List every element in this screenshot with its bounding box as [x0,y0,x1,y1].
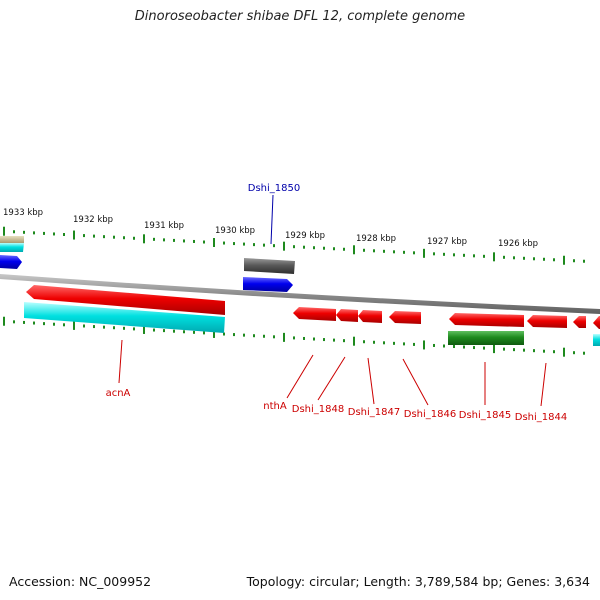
gene-acna-red[interactable] [26,285,225,315]
ruler-labels: 1933 kbp 1932 kbp 1931 kbp 1930 kbp 1929… [3,208,538,249]
gene-feature-blue[interactable] [0,255,22,269]
gene-label-dshi-1846[interactable]: Dshi_1846 [404,409,456,420]
connector-dshi-1844 [540,362,547,407]
ruler-label: 1932 kbp [73,215,113,225]
gene-feature-cyan-edge[interactable] [593,334,600,346]
connector-dshi-1850 [270,194,274,245]
gene-label-dshi-1844[interactable]: Dshi_1844 [515,412,567,423]
ruler-label: 1930 kbp [215,226,255,236]
genome-backbone [0,274,600,314]
ruler-label: 1929 kbp [285,231,325,241]
upper-tick-ruler [3,226,585,265]
gene-label-dshi-1848[interactable]: Dshi_1848 [292,404,344,415]
gene-dshi-1850-blue[interactable] [243,277,293,292]
accession-text: Accession: NC_009952 [9,574,152,589]
lower-tick-ruler [3,316,585,357]
gene-feature-red-edge[interactable] [593,316,600,329]
gene-dshi-1846[interactable] [389,311,421,324]
ruler-label: 1927 kbp [427,237,467,247]
gene-nthA[interactable] [293,307,336,321]
gene-dshi-1848[interactable] [336,309,358,322]
gene-feature-cyan[interactable] [0,243,24,252]
gene-feature-tan[interactable] [0,236,24,243]
connector-dshi-1846 [402,358,429,406]
connector-dshi-1847 [367,357,375,405]
connector-ntha [286,354,314,399]
gene-label-acna[interactable]: acnA [106,388,131,399]
gene-dshi-1845-red[interactable] [449,313,524,327]
genome-summary-text: Topology: circular; Length: 3,789,584 bp… [246,574,590,589]
gene-label-ntha[interactable]: nthA [263,401,287,412]
connector-dshi-1848 [317,356,346,401]
connector-acna [118,339,123,384]
ruler-label: 1931 kbp [144,221,184,231]
label-connectors [118,194,547,407]
ruler-label: 1933 kbp [3,208,43,218]
map-title: Dinoroseobacter shibae DFL 12, complete … [134,9,466,24]
gene-dshi-1844[interactable] [527,315,567,328]
gene-dshi-1847[interactable] [358,310,382,323]
gene-label-dshi-1845[interactable]: Dshi_1845 [459,410,511,421]
gene-labels: Dshi_1850 acnA nthA Dshi_1848 Dshi_1847 … [106,183,568,423]
gene-label-dshi-1847[interactable]: Dshi_1847 [348,407,400,418]
gene-feature-red-small[interactable] [573,316,586,328]
gene-dshi-1850-gray[interactable] [244,258,295,274]
ruler-label: 1928 kbp [356,234,396,244]
forward-strand-genes [0,236,295,292]
gene-acna-cyan[interactable] [24,302,225,333]
gene-dshi-1845-green[interactable] [448,331,524,345]
reverse-strand-genes [24,285,600,346]
gene-label-dshi-1850[interactable]: Dshi_1850 [248,183,300,194]
ruler-label: 1926 kbp [498,239,538,249]
